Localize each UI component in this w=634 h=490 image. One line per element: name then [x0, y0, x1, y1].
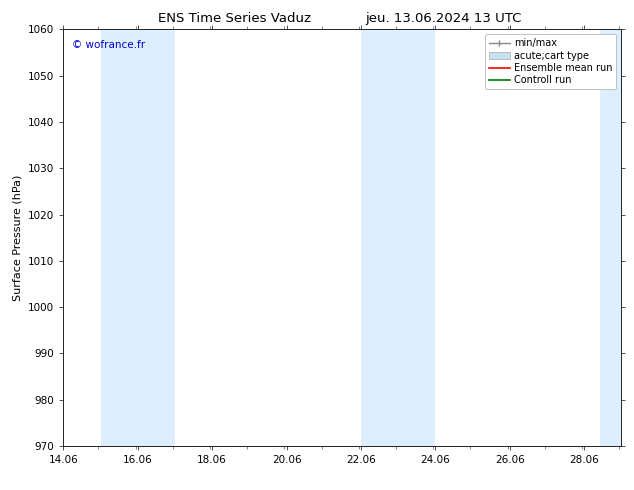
Text: jeu. 13.06.2024 13 UTC: jeu. 13.06.2024 13 UTC — [366, 12, 522, 25]
Text: © wofrance.fr: © wofrance.fr — [72, 40, 145, 50]
Legend: min/max, acute;cart type, Ensemble mean run, Controll run: min/max, acute;cart type, Ensemble mean … — [485, 34, 616, 89]
Y-axis label: Surface Pressure (hPa): Surface Pressure (hPa) — [13, 174, 23, 301]
Bar — [101, 29, 175, 446]
Bar — [600, 29, 626, 446]
Bar — [361, 29, 436, 446]
Text: ENS Time Series Vaduz: ENS Time Series Vaduz — [158, 12, 311, 25]
